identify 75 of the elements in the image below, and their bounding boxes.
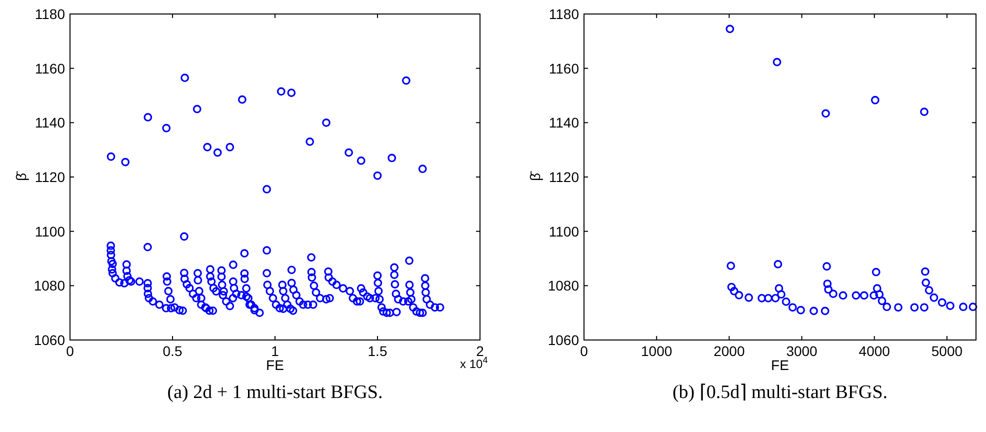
point: [838, 291, 848, 300]
point: [774, 284, 784, 293]
x-tick-label: 2000: [714, 343, 745, 359]
point: [820, 306, 830, 316]
point: [822, 262, 831, 271]
point: [920, 108, 928, 116]
point: [930, 293, 938, 302]
point: [968, 302, 978, 312]
x-tick-label: 3000: [786, 343, 818, 359]
point: [758, 294, 766, 302]
y-tick-label: 1160: [548, 60, 580, 76]
point: [920, 303, 928, 312]
point: [772, 58, 782, 66]
point: [771, 294, 780, 302]
point: [782, 298, 790, 306]
y-tick-label: 1120: [548, 169, 580, 185]
point: [872, 284, 882, 293]
point: [878, 296, 886, 306]
y-tick-label: 1100: [34, 223, 66, 240]
point: [788, 303, 797, 312]
point: [870, 96, 880, 104]
point: [730, 286, 738, 296]
point: [959, 302, 968, 312]
x-axis-title: FE: [771, 357, 789, 373]
x-tick-label: 0.5: [162, 343, 182, 359]
x-tick-label: 1000: [641, 343, 672, 359]
y-tick-label: 1180: [34, 6, 66, 22]
x-tick-label: 1: [271, 343, 280, 359]
point: [946, 302, 954, 310]
point: [852, 291, 860, 300]
x-tick-label: 5000: [931, 343, 963, 359]
point: [870, 291, 878, 300]
y-tick-label: 1060: [34, 332, 66, 348]
y-tick-label: 1180: [548, 6, 580, 22]
point: [764, 294, 772, 302]
text: (b) ⌈0.5d⌉ multi-start BFGS.: [672, 382, 888, 403]
point: [920, 267, 930, 276]
y-tick-label: 1100: [548, 223, 580, 240]
y-tick-label: 1060: [548, 332, 580, 348]
point: [829, 290, 838, 298]
point: [910, 303, 919, 312]
point: [777, 290, 786, 299]
point: [727, 282, 736, 292]
point: [823, 280, 832, 288]
point: [822, 109, 830, 118]
point: [894, 303, 902, 312]
point: [824, 285, 833, 294]
point: [726, 24, 734, 34]
y-tick-label: 1160: [34, 60, 66, 76]
x-axis-title: FE: [266, 357, 284, 373]
y-tick-label: 1080: [34, 278, 66, 294]
point: [726, 262, 736, 270]
y-axis-title: β̄: [13, 170, 29, 182]
point: [774, 260, 782, 268]
point: [744, 293, 753, 302]
text: (a) 2d + 1 multi-start BFGS.: [167, 382, 383, 403]
y-tick-label: 1120: [34, 169, 66, 185]
point: [922, 278, 930, 287]
point: [924, 286, 934, 294]
x-tick-label: 0: [66, 343, 74, 359]
x-tick-label: 4000: [858, 343, 890, 359]
point: [810, 306, 818, 316]
point: [882, 302, 892, 312]
point: [872, 268, 880, 276]
point: [796, 306, 805, 314]
point: [938, 298, 946, 307]
point: [875, 290, 884, 299]
point: [734, 290, 744, 300]
x-tick-label: 0: [580, 343, 588, 359]
x-tick-label: 1.5: [368, 343, 388, 359]
y-tick-label: 1140: [34, 114, 66, 131]
y-axis-title: β̄: [527, 170, 543, 182]
y-tick-label: 1080: [548, 278, 580, 294]
point: [860, 291, 868, 300]
y-tick-label: 1140: [548, 114, 580, 131]
